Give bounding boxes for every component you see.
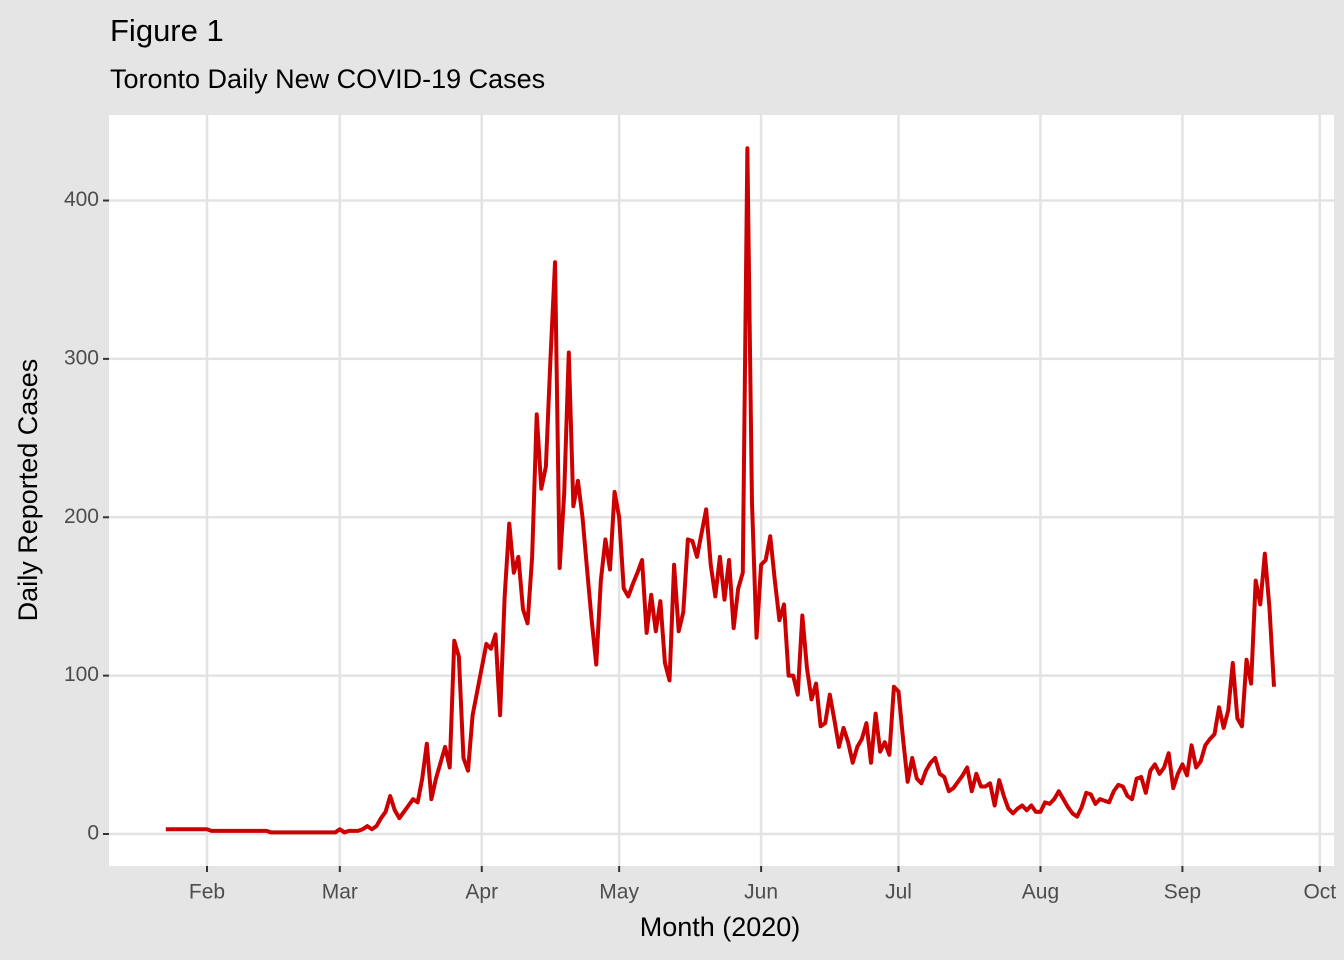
- y-tick-label: 300: [64, 346, 99, 369]
- plot-panel: [109, 115, 1334, 866]
- x-axis-title: Month (2020): [640, 912, 801, 942]
- x-tick-label: Oct: [1303, 881, 1336, 904]
- y-tick-label: 200: [64, 505, 99, 528]
- y-tick-label: 0: [87, 822, 99, 845]
- x-tick-label: Sep: [1164, 881, 1201, 904]
- x-tick-label: Jun: [744, 881, 778, 904]
- chart-subtitle: Toronto Daily New COVID-19 Cases: [110, 64, 545, 94]
- y-axis-title: Daily Reported Cases: [13, 359, 43, 622]
- x-tick-label: May: [599, 881, 639, 904]
- chart-title: Figure 1: [110, 13, 224, 48]
- x-tick-label: Jul: [885, 881, 912, 904]
- x-tick-label: Aug: [1022, 881, 1059, 904]
- y-tick-label: 100: [64, 663, 99, 686]
- x-tick-label: Feb: [189, 881, 225, 904]
- data-line: [165, 146, 1277, 835]
- x-tick-label: Apr: [465, 881, 498, 904]
- y-tick-label: 400: [64, 188, 99, 211]
- x-tick-label: Mar: [322, 881, 358, 904]
